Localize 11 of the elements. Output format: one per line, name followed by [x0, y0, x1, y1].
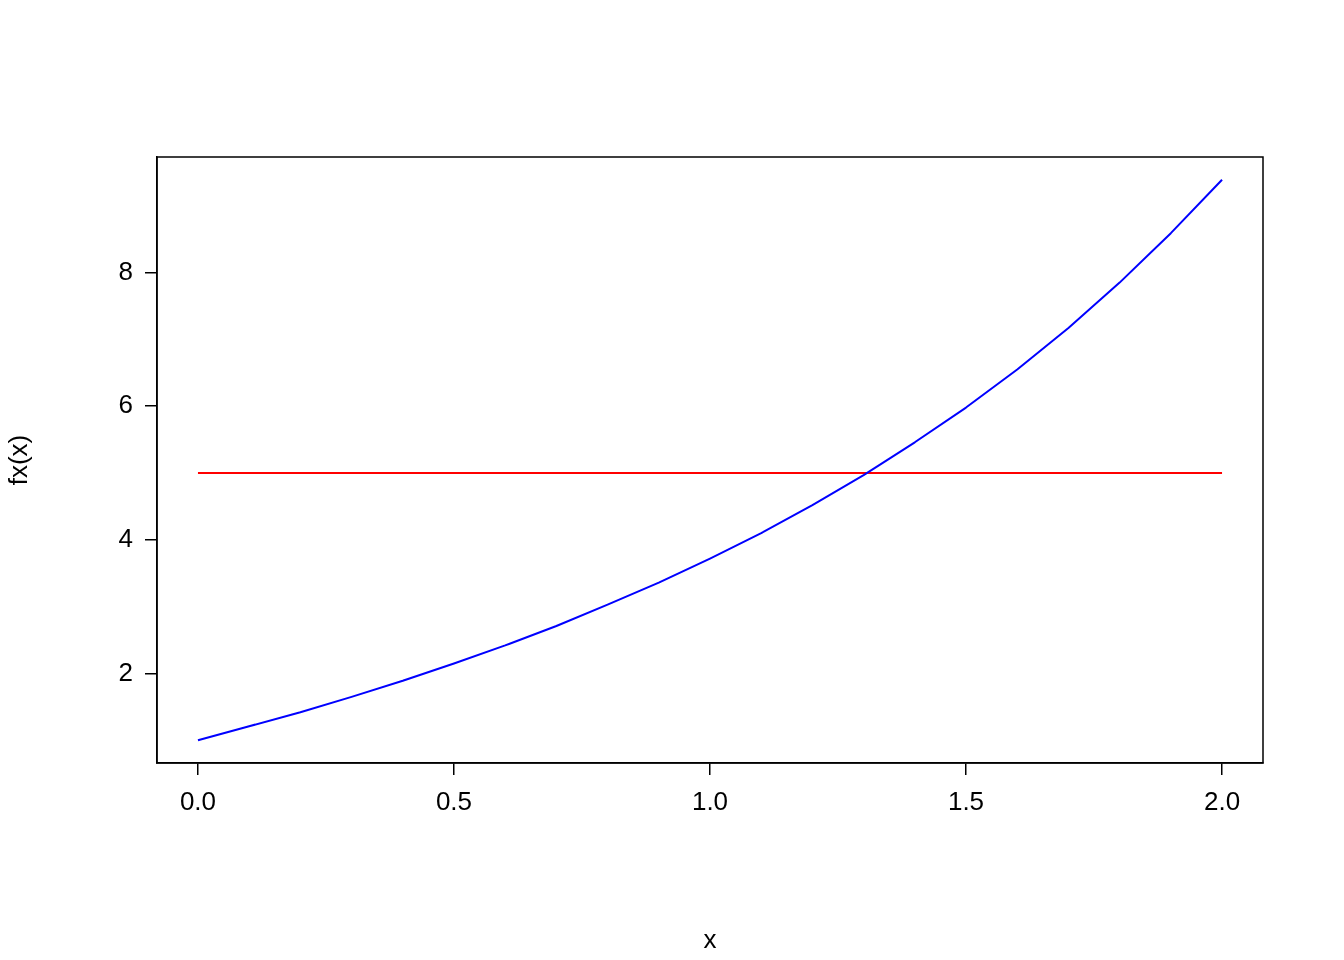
x-axis-title: x: [703, 923, 717, 954]
x-tick-label: 1.5: [947, 785, 985, 816]
y-tick-label: 8: [118, 255, 133, 286]
x-tick-label: 0.5: [435, 785, 473, 816]
x-tick-label: 2.0: [1203, 785, 1241, 816]
x-tick-label: 1.0: [691, 785, 729, 816]
y-axis-title: fx(x): [2, 434, 33, 486]
y-tick-label: 4: [118, 523, 133, 554]
x-tick-label: 0.0: [179, 785, 217, 816]
y-tick-label: 2: [118, 656, 133, 687]
y-tick-label: 6: [118, 389, 133, 420]
